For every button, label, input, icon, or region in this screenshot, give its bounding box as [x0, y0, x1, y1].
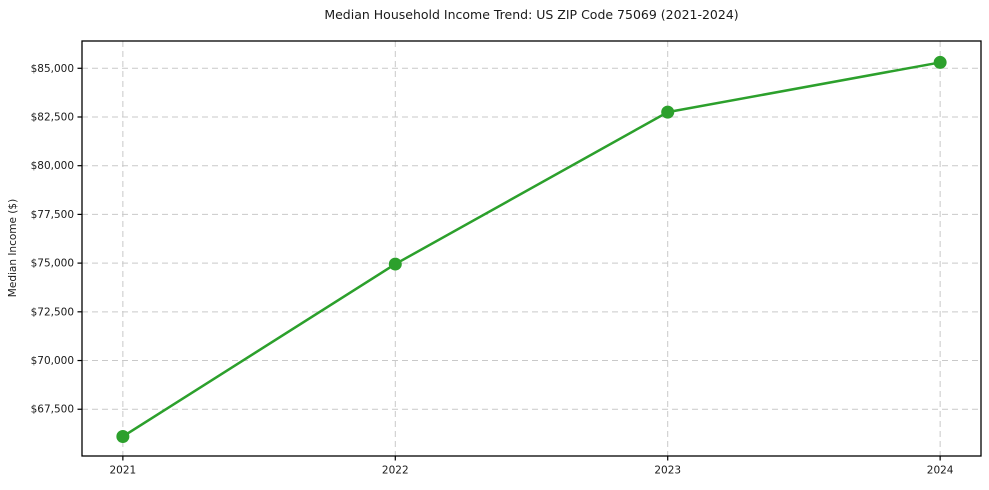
chart-title: Median Household Income Trend: US ZIP Co…: [324, 7, 739, 22]
y-tick-label: $70,000: [31, 355, 74, 367]
y-tick-label: $82,500: [31, 111, 74, 123]
data-point: [661, 105, 675, 119]
x-tick-label: 2023: [654, 465, 681, 477]
plot-border: [81, 40, 982, 457]
x-tick-label: 2024: [927, 465, 954, 477]
y-tick-label: $80,000: [31, 160, 74, 172]
x-tick-label: 2022: [382, 465, 409, 477]
data-point: [116, 430, 130, 444]
y-tick-label: $85,000: [31, 63, 74, 75]
y-tick-label: $67,500: [31, 404, 74, 416]
data-point: [933, 55, 947, 69]
x-tick-label: 2021: [109, 465, 136, 477]
trend-line: [121, 61, 942, 438]
y-tick-label: $75,000: [31, 258, 74, 270]
data-point: [388, 257, 402, 271]
y-tick-label: $72,500: [31, 306, 74, 318]
y-tick-label: $77,500: [31, 209, 74, 221]
